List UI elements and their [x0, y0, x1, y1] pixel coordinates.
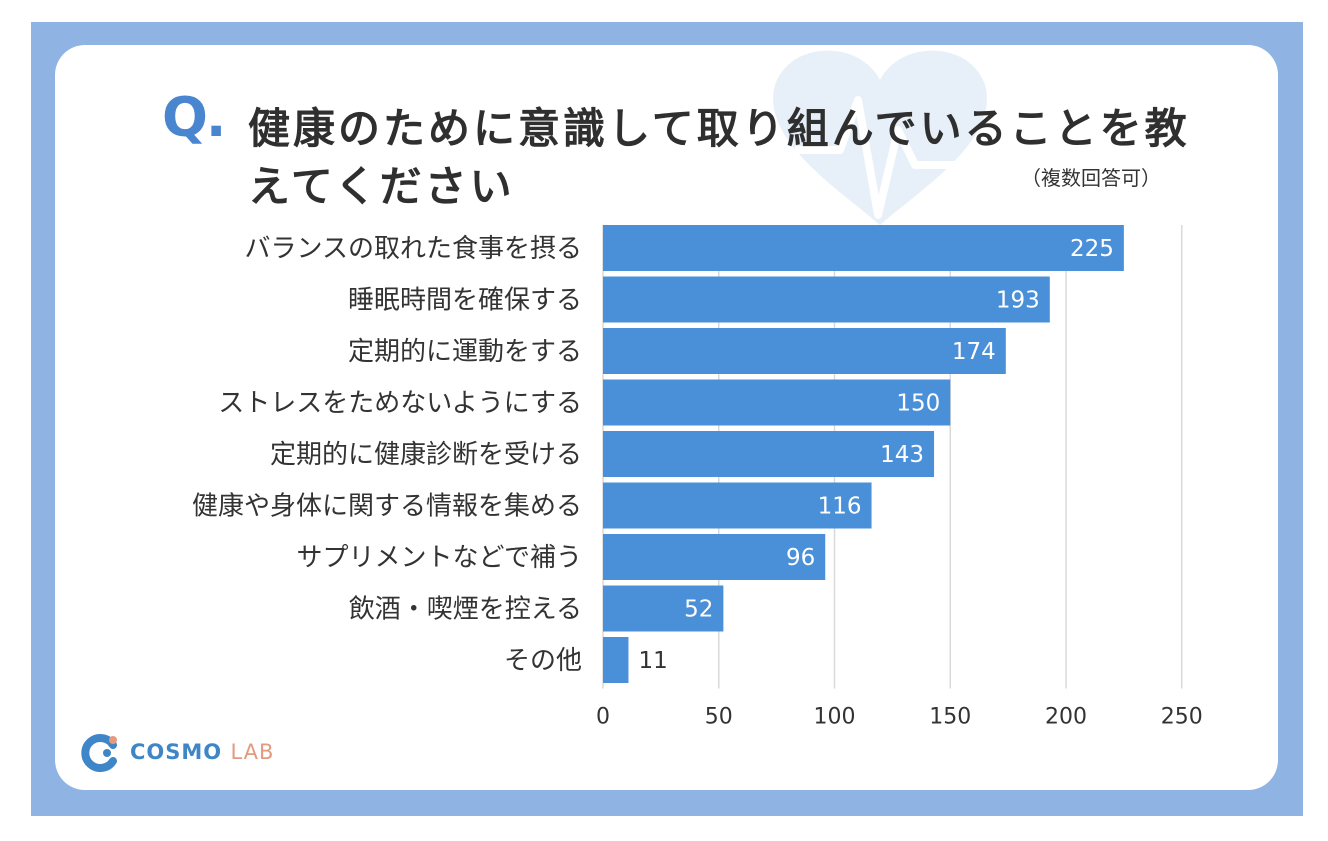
data-label: 116 [818, 494, 862, 520]
bar [603, 379, 951, 426]
chart-title: 健康のために意識して取り組んでいることを教えてください [248, 104, 1190, 211]
x-tick-label: 50 [705, 705, 733, 730]
category-label: その他 [504, 646, 582, 676]
category-label: バランスの取れた食事を摂る [245, 234, 582, 264]
bar [603, 534, 826, 580]
bar [603, 637, 629, 683]
category-label: 睡眠時間を確保する [348, 286, 582, 316]
bar [603, 225, 1124, 271]
category-label: サプリメントなどで補う [297, 543, 582, 573]
logo-icon [81, 734, 117, 772]
bar [603, 328, 1006, 374]
x-tick-label: 150 [929, 705, 971, 730]
category-label: 健康や身体に関する情報を集める [192, 492, 582, 522]
logo-secondary: LAB [230, 740, 275, 764]
x-tick-label: 250 [1161, 705, 1203, 730]
data-label: 52 [684, 597, 713, 623]
data-label: 174 [952, 339, 996, 365]
bar [603, 585, 724, 632]
bar [603, 431, 935, 477]
data-label: 193 [996, 288, 1040, 314]
data-label: 96 [786, 545, 815, 571]
data-label: 11 [638, 648, 667, 674]
logo-text: COSMO LAB [130, 740, 274, 764]
cosmo-lab-logo: COSMO LAB [80, 732, 274, 772]
category-label: 定期的に健康診断を受ける [270, 440, 582, 470]
chart-subtitle: （複数回答可） [1021, 166, 1161, 190]
logo-primary: COSMO [130, 740, 223, 764]
question-mark-label: Q. [162, 86, 226, 149]
x-tick-label: 0 [596, 705, 610, 730]
bar [603, 482, 872, 529]
bar [603, 276, 1050, 323]
heartbeat-icon [773, 50, 987, 225]
x-tick-label: 200 [1045, 705, 1087, 730]
category-label: ストレスをためないようにする [218, 389, 582, 419]
category-label: 飲酒・喫煙を控える [349, 595, 582, 625]
data-label: 150 [896, 391, 940, 417]
data-label: 143 [880, 442, 924, 468]
category-label: 定期的に運動をする [348, 337, 582, 367]
data-label: 225 [1070, 236, 1114, 262]
x-tick-label: 100 [814, 705, 856, 730]
